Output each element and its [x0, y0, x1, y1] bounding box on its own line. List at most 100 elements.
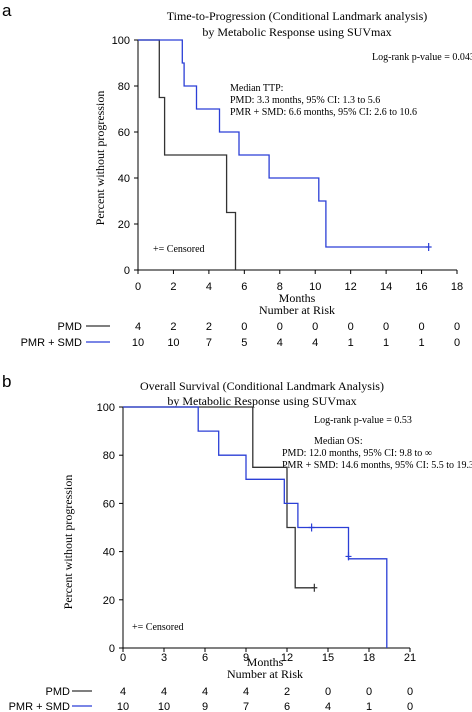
panel-b-risk-pmr-smd-value: 4: [325, 701, 331, 712]
panel-a-risk-pmd-value: 2: [206, 321, 212, 333]
panel-b-median-pmr-smd: PMR + SMD: 14.6 months, 95% CI: 5.5 to 1…: [282, 460, 472, 471]
panel-b-series-pmr-smd-censor-mark: [308, 523, 315, 532]
panel-b-risk-pmr-smd-value: 10: [117, 701, 129, 712]
panel-b-y-tick-label: 100: [97, 402, 115, 414]
panel-b-x-tick-label: 6: [202, 652, 208, 664]
panel-b-risk-pmd-value: 4: [243, 686, 249, 698]
panel-b-x-tick-label: 18: [363, 652, 375, 664]
panel-b-risk-pmr-smd-value: 0: [407, 701, 413, 712]
panel-b-x-tick-label: 9: [243, 652, 249, 664]
panel-a-y-tick-label: 80: [118, 81, 130, 93]
panel-b-risk-pmr-smd-value: 6: [284, 701, 290, 712]
panel-a-risk-pmd-value: 2: [170, 321, 176, 333]
panel-b-median-heading: Median OS:: [314, 436, 363, 447]
panel-b-risk-pmd-value: 4: [161, 686, 167, 698]
panel-a-median-heading: Median TTP:: [230, 83, 283, 94]
panel-a-risk-pmr-smd-value: 10: [132, 337, 144, 349]
panel-b-series-pmd-curve: [123, 406, 315, 589]
panel-a-risk-pmr-smd-value: 0: [454, 337, 460, 349]
panel-b-x-tick-label: 3: [161, 652, 167, 664]
panel-b-x-tick-label: 21: [404, 652, 416, 664]
panel-a-y-tick-label: 40: [118, 173, 130, 185]
panel-a-x-tick-label: 4: [206, 281, 212, 293]
panel-a-risk-label-pmd: PMD: [58, 321, 83, 333]
panel-b-y-tick-label: 20: [103, 595, 115, 607]
panel-a-censored-note: += Censored: [153, 244, 205, 255]
panel-b-pvalue: Log-rank p-value = 0.53: [314, 415, 412, 426]
panel-a-x-tick-label: 8: [277, 281, 283, 293]
panel-a-risk-pmd-value: 0: [418, 321, 424, 333]
panel-b-risk-pmr-smd-value: 7: [243, 701, 249, 712]
panel-b-y-axis-label: Percent without progression: [61, 475, 75, 610]
panel-b-series-pmd-censor-mark: [311, 583, 318, 592]
panel-a-risk-pmr-smd-value: 4: [277, 337, 283, 349]
panel-b-risk-pmd-value: 0: [366, 686, 372, 698]
panel-a-x-tick-label: 12: [345, 281, 357, 293]
panel-a-y-axis-label: Percent without progression: [93, 91, 107, 226]
panel-b-risk-pmd-value: 2: [284, 686, 290, 698]
panel-b-label: b: [2, 372, 11, 391]
panel-b-x-axis-label: Months: [247, 655, 284, 669]
panel-b-median-pmd: PMD: 12.0 months, 95% CI: 9.8 to ∞: [282, 448, 432, 459]
panel-b-y-tick-label: 80: [103, 450, 115, 462]
panel-a-risk-pmr-smd-value: 10: [167, 337, 179, 349]
panel-a-risk-title: Number at Risk: [259, 303, 335, 317]
panel-a-risk-pmr-smd-value: 7: [206, 337, 212, 349]
panel-a-median-pmd: PMD: 3.3 months, 95% CI: 1.3 to 5.6: [230, 95, 380, 106]
panel-b-x-tick-label: 15: [322, 652, 334, 664]
panel-a-x-tick-label: 0: [135, 281, 141, 293]
panel-b-title-line-1: Overall Survival (Conditional Landmark A…: [140, 379, 384, 393]
panel-a-median-pmr-smd: PMR + SMD: 6.6 months, 95% CI: 2.6 to 10…: [230, 107, 417, 118]
panel-b-y-tick-label: 0: [109, 643, 115, 655]
panel-b-risk-title: Number at Risk: [227, 667, 303, 681]
panel-a-risk-pmd-value: 0: [383, 321, 389, 333]
panel-a: a Time-to-Progression (Conditional Landm…: [2, 1, 472, 349]
panel-a-risk-pmr-smd-value: 4: [312, 337, 318, 349]
panel-a-risk-pmr-smd-value: 1: [348, 337, 354, 349]
panel-a-x-tick-label: 18: [451, 281, 463, 293]
panel-a-risk-pmr-smd-value: 5: [241, 337, 247, 349]
panel-a-label: a: [2, 1, 12, 20]
panel-a-y-tick-label: 0: [124, 265, 130, 277]
panel-b-series-pmr-smd-curve: [123, 406, 388, 648]
panel-b-risk-label-pmd: PMD: [46, 686, 71, 698]
panel-a-pvalue: Log-rank p-value = 0.043: [372, 52, 472, 63]
panel-b-risk-pmd-value: 4: [202, 686, 208, 698]
panel-a-series-pmd-curve: [138, 39, 237, 270]
panel-a-x-tick-label: 16: [415, 281, 427, 293]
panel-b-risk-pmr-smd-value: 10: [158, 701, 170, 712]
panel-a-risk-pmd-value: 0: [454, 321, 460, 333]
panel-b-x-tick-label: 12: [281, 652, 293, 664]
panel-a-x-tick-label: 6: [241, 281, 247, 293]
panel-a-risk-pmr-smd-value: 1: [383, 337, 389, 349]
panel-a-risk-pmd-value: 0: [277, 321, 283, 333]
panel-a-title-line-2: by Metabolic Response using SUVmax: [202, 25, 391, 39]
panel-a-risk-pmd-value: 0: [312, 321, 318, 333]
panel-a-title-line-1: Time-to-Progression (Conditional Landmar…: [167, 9, 428, 23]
panel-a-risk-label-pmr-smd: PMR + SMD: [21, 337, 82, 349]
panel-b-y-tick-label: 40: [103, 547, 115, 559]
panel-a-y-tick-label: 20: [118, 219, 130, 231]
panel-b-risk-pmd-value: 4: [120, 686, 126, 698]
panel-b-censored-note: += Censored: [132, 622, 184, 633]
panel-a-risk-pmd-value: 4: [135, 321, 141, 333]
panel-a-y-tick-label: 100: [112, 35, 130, 47]
panel-a-y-tick-label: 60: [118, 127, 130, 139]
panel-a-series-pmr-smd-censor-mark: [425, 243, 432, 251]
panel-b-series-pmr-smd-censor-mark: [345, 552, 352, 561]
panel-a-x-tick-label: 10: [309, 281, 321, 293]
panel-b-risk-pmd-value: 0: [407, 686, 413, 698]
panel-a-risk-pmd-value: 0: [348, 321, 354, 333]
panel-b-risk-pmr-smd-value: 1: [366, 701, 372, 712]
panel-a-x-axis-label: Months: [279, 291, 316, 305]
panel-a-series-pmr-smd-curve: [138, 39, 429, 248]
panel-b-risk-label-pmr-smd: PMR + SMD: [9, 701, 70, 712]
panel-b-risk-pmr-smd-value: 9: [202, 701, 208, 712]
panel-b-x-tick-label: 0: [120, 652, 126, 664]
panel-b: b Overall Survival (Conditional Landmark…: [2, 372, 472, 712]
panel-b-title-line-2: by Metabolic Response using SUVmax: [167, 394, 356, 408]
panel-a-risk-pmd-value: 0: [241, 321, 247, 333]
panel-b-y-tick-label: 60: [103, 498, 115, 510]
panel-a-x-tick-label: 14: [380, 281, 392, 293]
